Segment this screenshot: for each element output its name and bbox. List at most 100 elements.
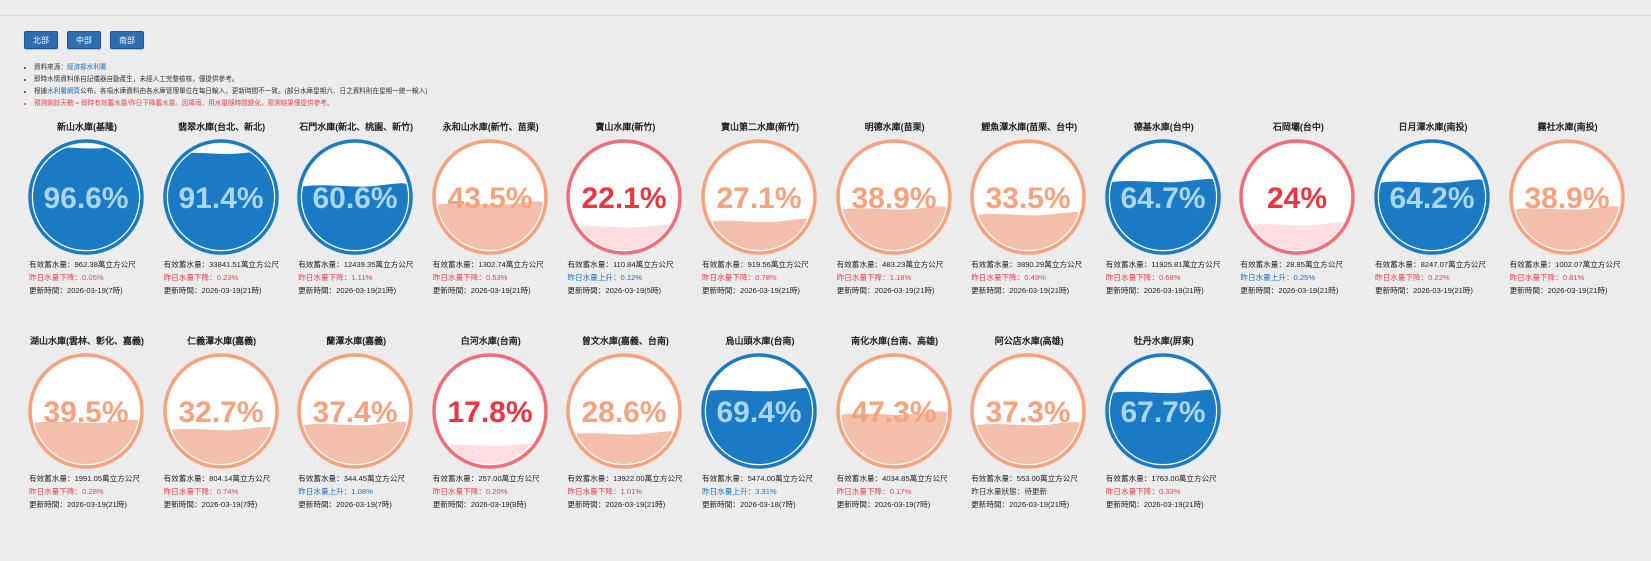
percent-label: 24% [1267, 182, 1327, 215]
reservoir-name: 仁義潭水庫(嘉義) [187, 336, 257, 346]
update-line: 更新時間：2026-03-19(21時) [1375, 284, 1486, 297]
storage-line: 有效蓄水量：1991.05萬立方公尺 [29, 472, 140, 485]
water-fill [167, 150, 274, 250]
note-forecast-warning: 預測剩餘天數 = 即時有效蓄水量/昨日下降蓄水量。因降雨、用水量隨時間變化，預測… [34, 98, 427, 110]
storage-line: 有效蓄水量：1302.74萬立方公尺 [433, 258, 544, 271]
water-level-gauge: 38.9% [835, 139, 952, 255]
storage-value: 12439.35萬立方公尺 [343, 260, 414, 269]
wra-webpage-link[interactable]: 水利署網頁 [47, 88, 81, 95]
water-level-gauge: 33.5% [970, 139, 1086, 255]
water-level-gauge: 69.4% [701, 353, 817, 469]
storage-value: 344.45萬立方公尺 [343, 474, 405, 483]
change-line: 昨日水量下降：0.49% [971, 273, 1046, 282]
reservoir-info: 有效蓄水量：553.00萬立方公尺 昨日水量狀態：待更新 更新時間：2026-03-… [971, 472, 1078, 511]
reservoir-info: 有效蓄水量：5474.00萬立方公尺 昨日水量上升：3.31% 更新時間：2026-… [702, 472, 813, 511]
storage-value: 483.23萬立方公尺 [882, 260, 944, 269]
storage-value: 1002.07萬立方公尺 [1555, 260, 1621, 269]
storage-value: 919.56萬立方公尺 [747, 260, 809, 269]
water-level-gauge: 24% [1239, 139, 1356, 255]
percent-label: 28.6% [582, 396, 667, 429]
water-level-gauge: 32.7% [162, 353, 279, 469]
water-level-gauge: 60.6% [297, 139, 413, 255]
region-north-button[interactable]: 北部 [24, 31, 58, 49]
update-label: 更新時間： [432, 286, 471, 295]
storage-value: 1302.74萬立方公尺 [478, 260, 544, 269]
water-level-gauge: 47.3% [835, 353, 952, 469]
reservoir-name: 牡丹水庫(屏東) [1133, 336, 1194, 346]
reservoir-name: 永和山水庫(新竹、苗栗) [442, 122, 539, 132]
update-label: 更新時間： [298, 500, 337, 509]
update-line: 更新時間：2026-03-19(21時) [1106, 498, 1217, 511]
update-line: 更新時間：2026-03-19(21時) [971, 498, 1078, 511]
storage-line: 有效蓄水量：483.23萬立方公尺 [837, 258, 944, 271]
reservoir-name: 鯉魚潭水庫(苗栗、台中) [981, 122, 1078, 132]
note-source-prefix: 資料來源： [34, 64, 67, 71]
update-label: 更新時間： [971, 500, 1010, 509]
water-level-gauge: 39.5% [28, 353, 144, 469]
change-line: 昨日水量下降：0.20% [432, 487, 508, 496]
reservoir-name: 石岡壩(台中) [1272, 122, 1324, 132]
info-notes: 資料來源：經濟部水利署 即時水情資料係自記儀器自動產生，未經人工完整檢核，僅提供… [20, 62, 427, 110]
storage-value: 962.38萬立方公尺 [74, 260, 136, 269]
update-label: 更新時間： [432, 500, 471, 509]
storage-label: 有效蓄水量： [432, 260, 479, 269]
water-fill [436, 201, 543, 250]
update-line: 更新時間：2026-03-19(21時) [567, 498, 682, 511]
percent-label: 67.7% [1120, 396, 1205, 429]
water-fill [1379, 179, 1485, 250]
storage-line: 有效蓄水量：257.00萬立方公尺 [433, 472, 540, 485]
update-line: 更新時間：2026-03-19(21時) [702, 284, 809, 297]
percent-label: 39.5% [43, 396, 128, 429]
change-line: 昨日水量上升：1.08% [298, 487, 373, 496]
note-policy-suffix: 公布，各項水庫資料由各水庫管理單位在每日輸入，更新時間不一致。(部分水庫星期六、… [80, 88, 428, 95]
storage-line: 有效蓄水量：1002.07萬立方公尺 [1510, 258, 1621, 271]
storage-value: 5474.00萬立方公尺 [747, 474, 813, 483]
update-line: 更新時間：2026-03-19(21時) [29, 498, 140, 511]
update-label: 更新時間： [163, 286, 202, 295]
water-level-gauge: 37.3% [970, 353, 1086, 469]
update-value: 2026-03-19(21時) [470, 286, 531, 295]
storage-line: 有效蓄水量：12439.35萬立方公尺 [298, 258, 413, 271]
change-line: 昨日水量下降：1.18% [836, 273, 912, 282]
region-central-button[interactable]: 中部 [67, 31, 101, 49]
update-line: 更新時間：2026-03-19(21時) [164, 284, 279, 297]
source-link[interactable]: 經濟部水利署 [66, 64, 107, 71]
storage-label: 有效蓄水量： [1105, 260, 1152, 269]
change-line: 昨日水量下降：0.05% [29, 273, 104, 282]
storage-line: 有效蓄水量：804.14萬立方公尺 [164, 472, 271, 485]
storage-line: 有效蓄水量：28.85萬立方公尺 [1240, 258, 1343, 271]
percent-label: 27.1% [716, 182, 801, 215]
percent-label: 64.7% [1120, 182, 1205, 215]
note-source: 資料來源：經濟部水利署 [34, 62, 427, 74]
percent-label: 96.6% [43, 182, 128, 215]
percent-label: 22.1% [582, 182, 667, 215]
reservoir-info: 有效蓄水量：344.45萬立方公尺 昨日水量上升：1.08% 更新時間：2026-0… [298, 472, 405, 511]
change-line: 昨日水量下降：0.22% [1375, 273, 1450, 282]
update-value: 2026-03-19(5時) [605, 286, 662, 295]
percent-label: 47.3% [851, 396, 936, 429]
change-line: 昨日水量下降：0.53% [432, 273, 508, 282]
storage-label: 有效蓄水量： [971, 260, 1017, 269]
change-line: 昨日水量狀態：待更新 [971, 487, 1048, 496]
percent-label: 33.5% [986, 182, 1071, 215]
water-level-gauge: 37.4% [297, 353, 413, 469]
percent-label: 64.2% [1389, 182, 1474, 215]
water-fill [1513, 206, 1620, 250]
update-line: 更新時間：2026-03-18(7時) [702, 498, 813, 511]
update-label: 更新時間： [1509, 286, 1548, 295]
water-level-gauge: 96.6% [28, 139, 144, 255]
water-fill [975, 421, 1082, 464]
reservoir-info: 有效蓄水量：33841.51萬立方公尺 昨日水量下降：0.23% 更新時間：2026… [164, 258, 279, 297]
storage-value: 33841.51萬立方公尺 [209, 260, 279, 269]
region-south-button[interactable]: 南部 [110, 31, 144, 49]
storage-line: 有效蓄水量：8247.07萬立方公尺 [1375, 258, 1486, 271]
update-value: 2026-03-19(7時) [874, 500, 931, 509]
storage-label: 有效蓄水量： [836, 260, 883, 269]
water-fill [840, 206, 947, 250]
change-line: 昨日水量上升：0.25% [1240, 273, 1316, 282]
storage-value: 110.84萬立方公尺 [612, 260, 674, 269]
update-value: 2026-03-19(21時) [201, 286, 262, 295]
reservoir-info: 有效蓄水量：3890.29萬立方公尺 昨日水量下降：0.49% 更新時間：2026-… [971, 258, 1082, 297]
storage-value: 1991.05萬立方公尺 [74, 474, 140, 483]
percent-label: 38.9% [851, 182, 936, 215]
